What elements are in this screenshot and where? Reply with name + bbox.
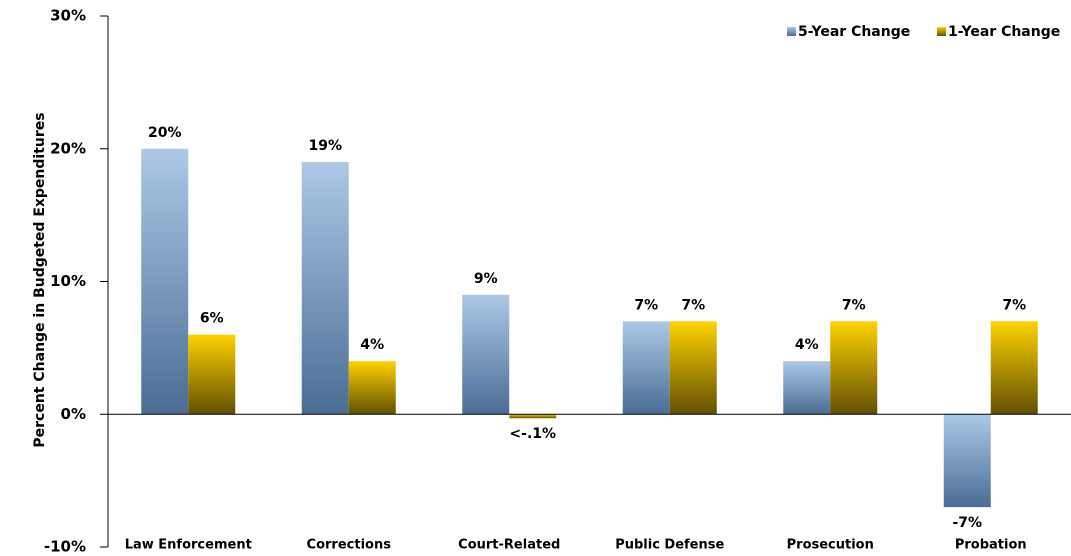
data-label: <-.1%	[509, 426, 556, 442]
x-tick-label: Corrections	[307, 538, 392, 553]
data-label: 7%	[681, 297, 705, 313]
bar	[830, 321, 878, 415]
legend-label: 5-Year Change	[798, 24, 910, 40]
x-tick-label: Court-Related	[458, 538, 560, 553]
y-tick-label: 20%	[50, 139, 86, 157]
x-tick-label: Probation	[955, 538, 1027, 553]
legend-swatch	[787, 27, 796, 36]
bar	[188, 334, 236, 415]
y-tick-label: 10%	[50, 272, 86, 290]
data-label: 20%	[148, 125, 182, 141]
bar	[990, 321, 1038, 415]
data-label: 7%	[1002, 297, 1026, 313]
bar	[301, 162, 349, 415]
y-tick-label: 30%	[50, 7, 86, 25]
x-tick-label: Law Enforcement	[125, 538, 252, 553]
bar	[509, 414, 557, 419]
data-label: 7%	[842, 297, 866, 313]
y-tick-label: 0%	[61, 405, 86, 423]
bar	[669, 321, 717, 415]
bar	[622, 321, 670, 415]
data-label: 9%	[474, 271, 498, 287]
y-tick-label: -10%	[44, 538, 86, 556]
data-label: 4%	[360, 337, 384, 353]
data-label: 4%	[795, 337, 819, 353]
bar	[943, 414, 991, 508]
y-axis-label: Percent Change in Budgeted Expenditures	[32, 112, 48, 447]
bar	[348, 361, 396, 415]
x-tick-label: Public Defense	[615, 538, 724, 553]
data-label: 6%	[200, 311, 224, 327]
bar	[141, 148, 189, 415]
data-label: 7%	[634, 297, 658, 313]
data-label: -7%	[952, 515, 982, 531]
x-tick-label: Prosecution	[787, 538, 874, 553]
legend-swatch	[937, 27, 946, 36]
legend-label: 1-Year Change	[948, 24, 1060, 40]
bar	[783, 361, 831, 415]
data-label: 19%	[308, 138, 342, 154]
bar	[462, 294, 510, 415]
